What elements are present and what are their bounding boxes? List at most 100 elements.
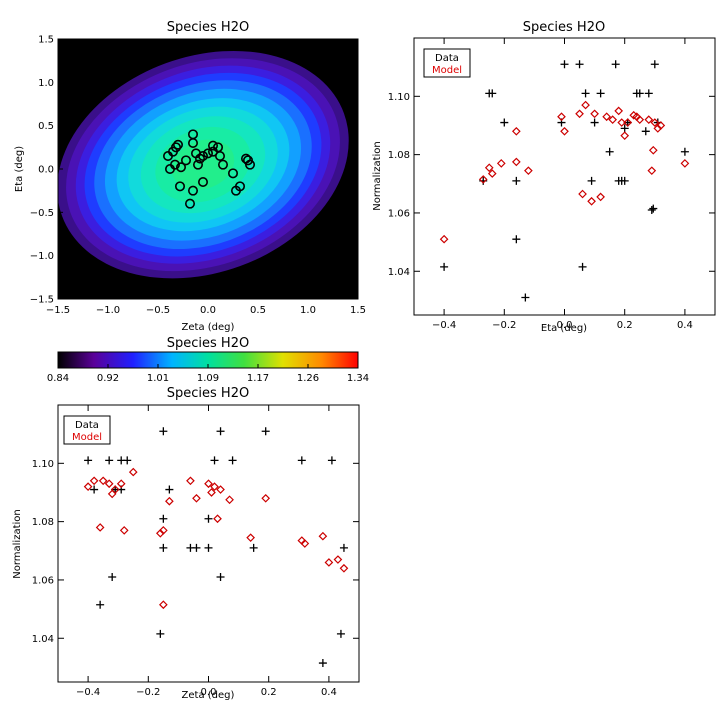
eta-model-point bbox=[596, 192, 605, 202]
detector-marker bbox=[181, 155, 192, 166]
detector-marker bbox=[170, 159, 181, 170]
map-field bbox=[58, 50, 349, 279]
map-x-tick-label: −0.5 bbox=[146, 305, 170, 316]
zeta-data-point bbox=[249, 543, 258, 552]
map-y-label: Eta (deg) bbox=[14, 146, 25, 192]
zeta-data-point bbox=[318, 659, 327, 668]
eta-y-tick-label: 1.04 bbox=[388, 267, 410, 278]
eta-legend: Data Model bbox=[423, 48, 471, 78]
eta-model-point bbox=[578, 189, 587, 199]
map-x-tick-label: −1.0 bbox=[96, 305, 120, 316]
detector-marker bbox=[228, 168, 239, 179]
eta-data-point bbox=[512, 176, 521, 185]
eta-data-point bbox=[620, 124, 629, 133]
colorbar-ticks: 0.84 0.92 1.01 1.09 1.17 1.26 1.34 bbox=[47, 364, 369, 384]
eta-y-tick-label: 1.08 bbox=[388, 150, 410, 161]
zeta-data-point bbox=[210, 456, 219, 465]
eta-x-tick-label: 0.4 bbox=[677, 320, 693, 331]
colorbar-tick-label: 1.09 bbox=[197, 373, 219, 384]
zeta-model-point bbox=[339, 563, 349, 573]
eta-legend-data: Data bbox=[435, 53, 459, 64]
zeta-legend-box bbox=[63, 415, 111, 445]
detector-marker bbox=[173, 139, 184, 150]
eta-model-point bbox=[557, 112, 566, 122]
zeta-data-point bbox=[84, 456, 93, 465]
eta-x-label: Eta (deg) bbox=[541, 323, 587, 334]
eta-model-point bbox=[653, 124, 663, 133]
zeta-model-point bbox=[128, 467, 138, 477]
zeta-data-point bbox=[297, 456, 306, 465]
eta-model-point bbox=[656, 121, 666, 130]
eta-data-point bbox=[440, 262, 449, 271]
detector-marker bbox=[175, 181, 186, 192]
zeta-data-point bbox=[261, 427, 270, 436]
eta-data-point bbox=[650, 60, 659, 69]
detector-marker bbox=[235, 181, 246, 192]
zeta-model-point bbox=[261, 493, 271, 503]
eta-data-point bbox=[500, 118, 509, 127]
zeta-model-point bbox=[104, 479, 114, 489]
zeta-data-point bbox=[159, 514, 168, 523]
eta-model-point bbox=[648, 145, 658, 155]
zeta-x-tick-label: 0.4 bbox=[321, 687, 337, 698]
detector-marker bbox=[185, 198, 196, 209]
detector-marker bbox=[188, 138, 199, 149]
zeta-data-point bbox=[156, 629, 165, 638]
eta-frame bbox=[413, 37, 716, 316]
zeta-x-tick-label: 0.2 bbox=[261, 687, 277, 698]
zeta-model-point bbox=[192, 493, 201, 503]
eta-y-tick-label: 1.06 bbox=[388, 208, 410, 219]
eta-model-point bbox=[680, 159, 690, 168]
eta-model-point bbox=[635, 115, 645, 124]
zeta-data-point bbox=[159, 543, 168, 552]
zeta-data-point bbox=[165, 485, 174, 494]
colorbar-title: Species H2O bbox=[167, 336, 249, 351]
zeta-model-point bbox=[95, 523, 105, 532]
detector-marker bbox=[208, 146, 219, 157]
eta-model-point bbox=[439, 234, 449, 244]
colorbar: Species H2O 0.84 0.92 1.01 1.09 1.17 1.26 1.34 bbox=[47, 336, 369, 384]
zeta-model-point bbox=[333, 555, 343, 564]
zeta-model-point bbox=[116, 479, 126, 489]
map-y-ticks: −1.5 −1.0 −0.5 0.0 0.5 1.0 1.5 bbox=[30, 35, 358, 306]
eta-data-point bbox=[578, 262, 587, 271]
eta-model-point bbox=[524, 166, 533, 176]
zeta-y-label: Normalization bbox=[12, 509, 23, 579]
colorbar-tick-label: 1.01 bbox=[147, 373, 169, 384]
zeta-model-point bbox=[155, 528, 165, 538]
eta-data-point bbox=[560, 60, 569, 69]
zeta-data-point bbox=[108, 573, 117, 582]
eta-scatter-panel: Species H2O −0.4 −0.2 0.0 0.2 0.4 1.04 1.06 1.0… bbox=[372, 20, 716, 334]
zeta-data-point bbox=[159, 427, 168, 436]
eta-points bbox=[439, 60, 690, 302]
zeta-model-point bbox=[83, 482, 93, 491]
eta-model-point bbox=[608, 115, 618, 124]
eta-data-point bbox=[488, 89, 497, 98]
eta-model-point bbox=[620, 131, 630, 141]
eta-data-point bbox=[647, 206, 656, 215]
map-y-tick-label: −1.0 bbox=[30, 251, 54, 262]
detector-marker bbox=[176, 162, 187, 173]
eta-legend-box bbox=[423, 48, 471, 78]
detector-marker bbox=[218, 159, 229, 170]
eta-data-point bbox=[635, 89, 644, 98]
eta-model-point bbox=[478, 175, 488, 184]
zeta-x-tick-label: −0.4 bbox=[76, 687, 100, 698]
zeta-data-point bbox=[327, 456, 336, 465]
zeta-model-point bbox=[207, 488, 216, 497]
detector-marker bbox=[171, 142, 182, 153]
detector-marker bbox=[188, 185, 199, 196]
zeta-model-point bbox=[318, 531, 328, 541]
zeta-data-point bbox=[336, 629, 345, 638]
detector-marker bbox=[208, 140, 219, 151]
eta-legend-model: Model bbox=[432, 65, 462, 76]
eta-data-point bbox=[521, 293, 530, 302]
zeta-model-point bbox=[210, 482, 219, 491]
detector-marker bbox=[203, 148, 214, 159]
eta-model-point bbox=[644, 115, 654, 124]
zeta-model-point bbox=[213, 514, 222, 524]
zeta-data-point bbox=[339, 543, 348, 552]
zeta-model-point bbox=[89, 476, 99, 486]
eta-model-point bbox=[511, 126, 521, 136]
